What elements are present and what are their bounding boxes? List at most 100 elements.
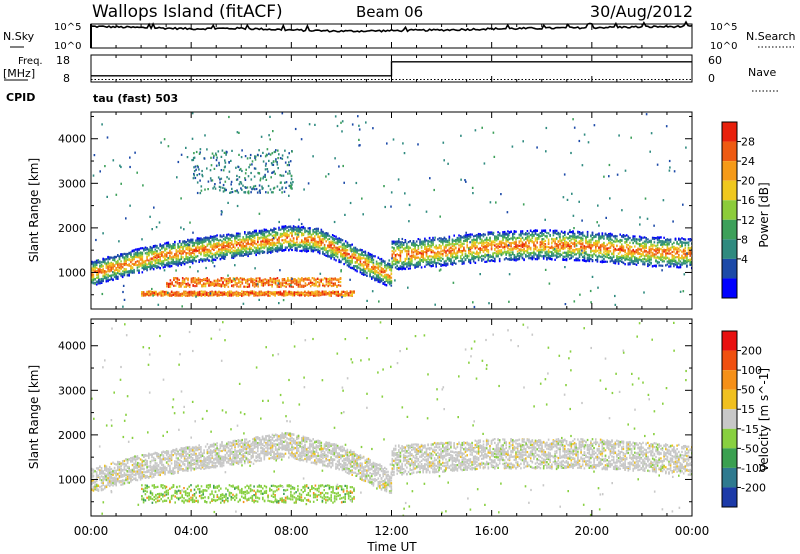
heatmap-cell: [498, 242, 501, 245]
heatmap-cell: [333, 246, 336, 249]
heatmap-cell: [492, 240, 494, 243]
heatmap-cell: [505, 245, 507, 248]
heatmap-cell: [643, 242, 646, 245]
heatmap-cell: [549, 255, 551, 258]
heatmap-cell: [258, 236, 261, 240]
heatmap-cell: [464, 254, 467, 258]
heatmap-cell: [276, 233, 279, 236]
heatmap-cell: [627, 255, 630, 258]
heatmap-cell: [402, 242, 405, 245]
heatmap-cell: [100, 281, 103, 284]
heatmap-cell: [305, 229, 308, 232]
heatmap-cell: [552, 247, 555, 250]
heatmap-cell: [442, 263, 444, 267]
heatmap-cell: [104, 274, 106, 277]
heatmap-cell: [495, 246, 498, 249]
heatmap-cell: [247, 251, 249, 254]
heatmap-cell: [237, 247, 240, 250]
heatmap-cell: [336, 250, 339, 254]
heatmap-cell: [346, 249, 349, 252]
heatmap-cell: [108, 264, 111, 267]
heatmap-cell: [130, 268, 132, 271]
heatmap-cell: [529, 229, 532, 232]
heatmap-cell: [237, 232, 240, 235]
heatmap-cell: [107, 280, 109, 283]
heatmap-cell: [432, 256, 434, 259]
heatmap-cell: [125, 252, 127, 256]
heatmap-cell: [393, 263, 395, 266]
heatmap-cell: [512, 237, 514, 240]
heatmap-cell: [500, 234, 503, 237]
heatmap-cell: [477, 252, 480, 255]
heatmap-cell: [361, 257, 363, 260]
heatmap-cell: [110, 278, 113, 281]
heatmap-cell: [229, 241, 231, 245]
heatmap-cell: [374, 272, 376, 275]
heatmap-cell: [417, 246, 420, 250]
heatmap-cell: [154, 265, 157, 268]
heatmap-cell: [388, 278, 391, 281]
heatmap-cell: [349, 247, 352, 250]
heatmap-cell: [130, 270, 132, 274]
heatmap-cell: [666, 260, 669, 263]
heatmap-cell: [198, 242, 200, 245]
heatmap-cell: [343, 263, 345, 266]
heatmap-cell: [552, 240, 555, 243]
heatmap-cell: [130, 264, 132, 267]
heatmap-cell: [575, 259, 577, 262]
heatmap-cell: [432, 238, 434, 241]
heatmap-cell: [407, 267, 410, 270]
heatmap-cell: [177, 254, 179, 257]
heatmap-cell: [459, 257, 462, 260]
heatmap-cell: [151, 261, 153, 264]
heatmap-cell: [658, 247, 660, 251]
heatmap-cell: [289, 225, 292, 228]
heatmap-cell: [307, 241, 310, 244]
heatmap-cell: [660, 240, 662, 243]
heatmap-cell: [546, 250, 548, 253]
heatmap-cell: [424, 245, 426, 248]
heatmap-cell: [353, 248, 355, 251]
heatmap-cell: [490, 232, 493, 235]
heatmap-cell: [118, 270, 121, 273]
heatmap-cell: [226, 244, 228, 247]
heatmap-cell: [162, 266, 165, 269]
heatmap-cell: [333, 235, 336, 238]
heatmap-cell: [539, 254, 542, 257]
heatmap-cell: [521, 232, 524, 235]
heatmap-cell: [384, 283, 386, 286]
heatmap-cell: [323, 248, 326, 251]
heatmap-cell: [387, 278, 389, 281]
heatmap-cell: [660, 255, 662, 258]
heatmap-cell: [113, 275, 116, 279]
heatmap-cell: [572, 232, 574, 235]
heatmap-cell: [578, 251, 581, 254]
heatmap-cell: [318, 235, 321, 238]
heatmap-cell: [453, 249, 455, 252]
heatmap-cell: [333, 249, 336, 252]
heatmap-cell: [328, 237, 331, 240]
heatmap-cell: [231, 247, 233, 250]
heatmap-cell: [343, 247, 345, 250]
heatmap-cell: [231, 243, 233, 246]
heatmap-cell: [598, 235, 600, 238]
heatmap-cell: [466, 239, 468, 242]
heatmap-cell: [204, 258, 207, 261]
heatmap-cell: [665, 257, 667, 260]
heatmap-cell: [180, 263, 183, 267]
heatmap-cell: [578, 236, 581, 239]
heatmap-cell: [232, 249, 235, 252]
heatmap-cell: [125, 257, 127, 261]
heatmap-cell: [648, 261, 651, 264]
heatmap-cell: [356, 251, 358, 254]
heatmap-cell: [401, 262, 403, 265]
heatmap-cell: [611, 244, 613, 247]
heatmap-cell: [536, 240, 538, 243]
heatmap-cell: [570, 235, 573, 238]
heatmap-cell: [291, 230, 293, 233]
heatmap-cell: [97, 275, 100, 278]
heatmap-cell: [204, 237, 207, 240]
heatmap-cell: [237, 238, 240, 241]
heatmap-cell: [144, 246, 147, 249]
heatmap-cell: [645, 254, 647, 257]
